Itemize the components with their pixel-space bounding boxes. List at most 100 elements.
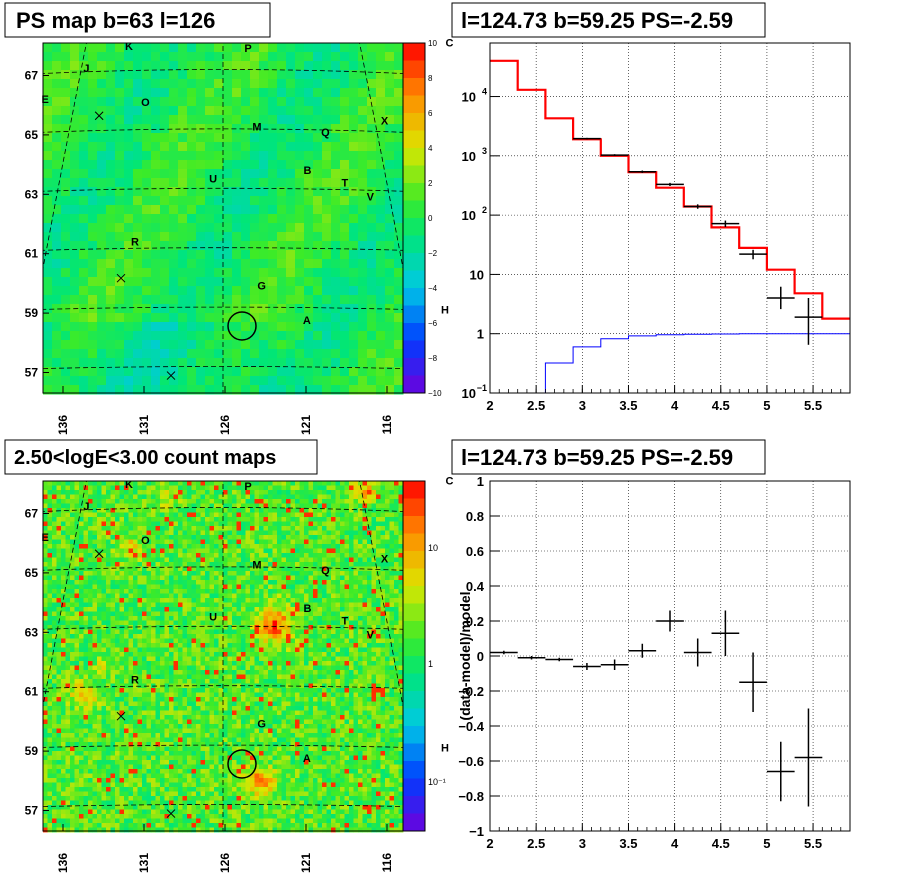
count-map-cell bbox=[182, 674, 188, 680]
count-map-cell bbox=[65, 665, 71, 671]
count-map-cell bbox=[151, 503, 156, 509]
count-map-cell bbox=[133, 638, 138, 644]
ps-map-cell bbox=[286, 340, 296, 350]
colorbar-cell bbox=[403, 183, 425, 201]
count-map-cell bbox=[142, 760, 147, 765]
count-map-cell bbox=[187, 490, 192, 495]
ps-map-cell bbox=[250, 259, 260, 269]
count-map-cell bbox=[83, 796, 89, 801]
count-map-cell bbox=[155, 629, 161, 635]
count-map-cell bbox=[88, 571, 93, 576]
count-map-cell bbox=[169, 566, 174, 572]
count-map-cell bbox=[196, 706, 201, 711]
ps-map-cell bbox=[313, 205, 323, 215]
count-map-cell bbox=[110, 827, 116, 833]
count-map-cell bbox=[115, 706, 120, 711]
count-map-cell bbox=[155, 724, 161, 729]
count-map-cell bbox=[205, 616, 210, 621]
ps-map-cell bbox=[187, 259, 197, 269]
ps-map-cell bbox=[295, 133, 305, 143]
count-map-cell bbox=[128, 773, 134, 779]
ps-map-cell bbox=[340, 133, 350, 143]
count-map-cell bbox=[146, 494, 152, 500]
ps-map-cell bbox=[43, 277, 53, 287]
ps-map-cell bbox=[385, 160, 395, 170]
count-map-cell bbox=[61, 643, 66, 648]
ps-map-cell bbox=[187, 196, 197, 206]
count-map-cell bbox=[97, 823, 102, 828]
count-map-cell bbox=[205, 625, 210, 630]
count-map-cell bbox=[142, 778, 147, 783]
ps-map-cell bbox=[124, 331, 134, 341]
count-map-cell bbox=[83, 755, 89, 761]
count-map-cell bbox=[164, 634, 170, 639]
count-map-cell bbox=[164, 593, 170, 599]
count-map-cell bbox=[160, 481, 165, 486]
ps-map-cell bbox=[124, 241, 134, 251]
ps-map-cell bbox=[376, 214, 386, 224]
count-map-cell bbox=[65, 764, 71, 770]
count-map-cell bbox=[164, 782, 170, 788]
count-map-cell bbox=[119, 607, 125, 612]
count-map-cell bbox=[200, 724, 206, 729]
count-map-cell bbox=[119, 512, 125, 518]
ps-map-cell bbox=[241, 214, 251, 224]
count-map-cell bbox=[209, 494, 215, 500]
ps-map-cell bbox=[205, 61, 215, 71]
count-map-cell bbox=[173, 517, 179, 522]
count-map-cell bbox=[47, 773, 53, 779]
ps-map-cell bbox=[151, 367, 161, 377]
count-map-cell bbox=[101, 719, 107, 725]
ps-map-cell bbox=[43, 43, 53, 53]
count-map-cell bbox=[178, 706, 183, 711]
count-map-cell bbox=[187, 778, 192, 783]
count-map-cell bbox=[70, 760, 75, 765]
ps-map-cell bbox=[43, 214, 53, 224]
count-map-cell bbox=[61, 629, 66, 635]
colorbar-cell bbox=[403, 148, 425, 166]
count-map-cell bbox=[205, 602, 210, 608]
ps-map-cell bbox=[358, 115, 368, 125]
count-map-cell bbox=[124, 602, 129, 608]
count-map-cell bbox=[160, 742, 165, 747]
ps-map-cell bbox=[385, 367, 395, 377]
count-map-cell bbox=[205, 674, 210, 680]
ps-map-cell bbox=[349, 97, 359, 107]
count-map-cell bbox=[160, 823, 165, 828]
ps-map-cell bbox=[196, 241, 206, 251]
count-map-cell bbox=[169, 611, 174, 617]
count-map-cell bbox=[79, 503, 84, 509]
count-map-cell bbox=[70, 827, 75, 833]
ps-map-cell bbox=[268, 322, 278, 332]
count-map-cell bbox=[182, 719, 188, 725]
count-map-cell bbox=[115, 620, 120, 626]
colorbar-cell bbox=[403, 288, 425, 306]
count-map-cell bbox=[133, 616, 138, 621]
count-map-cell bbox=[97, 634, 102, 639]
count-map-cell bbox=[146, 818, 152, 824]
count-map-cell bbox=[164, 553, 170, 558]
count-map-cell bbox=[151, 782, 156, 788]
ps-map-cell bbox=[304, 160, 314, 170]
count-map-cell bbox=[223, 656, 228, 662]
count-map-cell bbox=[47, 728, 53, 734]
count-map-cell bbox=[146, 643, 152, 648]
count-map-cell bbox=[200, 625, 206, 630]
colorbar-cell bbox=[403, 375, 425, 394]
spectrum-title-box bbox=[451, 2, 766, 38]
count-map-cell bbox=[124, 818, 129, 824]
count-map-cell bbox=[97, 728, 102, 734]
ps-map-cell bbox=[115, 232, 125, 242]
count-map-cell bbox=[196, 733, 201, 738]
count-map-cell bbox=[155, 499, 161, 504]
count-map-cell bbox=[97, 733, 102, 738]
colorbar-cell bbox=[403, 130, 425, 149]
count-map-cell bbox=[101, 598, 107, 603]
ps-map-cell bbox=[124, 142, 134, 152]
ps-map-cell bbox=[124, 232, 134, 242]
ps-map-cell bbox=[349, 115, 359, 125]
count-map-cell bbox=[101, 782, 107, 788]
count-map-cell bbox=[88, 674, 93, 680]
count-map-cell bbox=[169, 818, 174, 824]
ps-map-cell bbox=[223, 223, 233, 233]
